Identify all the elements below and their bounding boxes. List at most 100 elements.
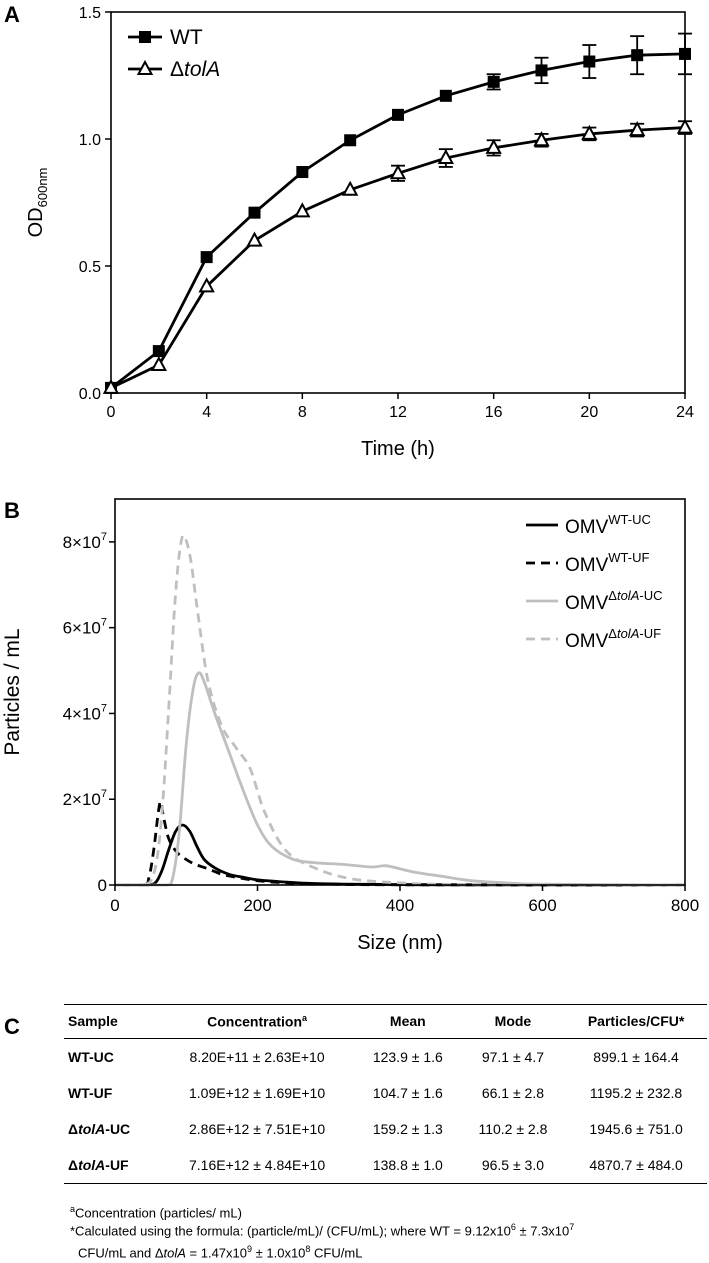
cell-concentration: 1.09E+12 ± 1.69E+10 [189, 1084, 326, 1101]
results-table: Sample Concentrationa Mean Mode Particle… [64, 1004, 707, 1184]
y-axis-label: OD600nm [25, 168, 50, 238]
y-axis-label-main: OD [25, 207, 47, 237]
footnote-exp: 9 [247, 1244, 253, 1255]
cell-sample: ΔtolA-UC [64, 1111, 159, 1147]
footnote-star: *Calculated using the formula: (particle… [70, 1218, 574, 1263]
y-axis-label: Particles / mL [1, 628, 24, 755]
table-row: ΔtolA-UF 7.16E+12 ± 4.84E+10 138.8 ± 1.0 96… [64, 1146, 707, 1184]
data-point [583, 55, 596, 68]
y-tick-label: 0.0 [79, 386, 101, 403]
panel-label-c: C [4, 1014, 20, 1039]
cell-sample: WT-UC [64, 1038, 159, 1075]
cell-concentration: 2.86E+12 ± 7.51E+10 [189, 1120, 326, 1137]
y-tick-label: 1.5 [79, 5, 101, 22]
legend-label-sup-rest: -UC [639, 588, 662, 603]
footnote-a-marker: a [70, 1204, 76, 1214]
x-tick-label: 8 [298, 404, 307, 421]
cell-particles-cfu: 1195.2 ± 232.8 [589, 1084, 683, 1101]
sample-prefix: Δ [68, 1120, 79, 1137]
legend-label-sup-italic: tolA [617, 626, 639, 641]
data-point [200, 251, 213, 264]
y-tick-label: 0 [98, 876, 107, 895]
sample-text: -UF [105, 1156, 129, 1173]
cell-mean: 104.7 ± 1.6 [372, 1084, 443, 1101]
data-point [676, 118, 694, 134]
footnote-text: = 1.47x10 [185, 1245, 247, 1261]
cell-mean: 159.2 ± 1.3 [372, 1120, 443, 1137]
x-tick-label: 0 [107, 404, 116, 421]
footnote-text: ± 7.3x10 [515, 1223, 570, 1239]
series-line-1 [115, 823, 686, 887]
table-body: WT-UC 8.20E+11 ± 2.63E+10 123.9 ± 1.6 97.1 … [64, 1038, 707, 1184]
legend-label-base: OMV [565, 517, 609, 538]
data-point [392, 108, 404, 121]
y-tick-mantissa: 6×10 [63, 619, 101, 638]
y-tick-exponent: 7 [101, 617, 107, 629]
header-mean: Mean [354, 1004, 461, 1039]
legend-label: WT [170, 26, 203, 49]
cell-mode: 97.1 ± 4.7 [481, 1048, 545, 1065]
y-tick-label: 0.5 [79, 259, 101, 276]
data-point [439, 89, 452, 102]
legend-label: OMVΔtolA-UF [565, 626, 661, 652]
data-point [294, 202, 311, 218]
legend-marker [136, 59, 154, 75]
data-point [533, 131, 550, 147]
footnote-text: CFU/mL and Δ [78, 1245, 164, 1261]
y-tick-label: 6×107 [63, 617, 107, 638]
legend-label-sup: Δ [608, 626, 617, 641]
sample-italic: tolA [78, 1120, 106, 1137]
cell-mean: 123.9 ± 1.6 [372, 1048, 443, 1065]
footnote-exp: 7 [569, 1222, 575, 1232]
panel-label-b: B [4, 498, 20, 523]
x-tick-label: 24 [676, 404, 694, 421]
data-point [389, 164, 407, 180]
cell-sample: WT-UF [64, 1075, 159, 1111]
footnote-text: ± 1.0x10 [252, 1245, 306, 1261]
x-tick-label: 20 [580, 404, 598, 421]
footnote-text: *Calculated using the formula: (particle… [70, 1223, 511, 1239]
data-point [581, 124, 598, 140]
x-tick-label: 16 [485, 404, 503, 421]
data-point [296, 166, 309, 179]
header-particles-cfu: Particles/CFU* [565, 1004, 707, 1039]
legend-label: OMVWT-UF [565, 550, 649, 576]
y-tick-exponent: 7 [101, 702, 107, 714]
data-point [341, 180, 359, 196]
series-line [110, 52, 686, 390]
data-point [152, 345, 165, 358]
legend-label: OMVΔtolA-UC [565, 588, 662, 614]
cell-concentration: 8.20E+11 ± 2.63E+10 [189, 1048, 325, 1065]
header-sample: Sample [64, 1004, 160, 1039]
legend-label-sup: Δ [608, 588, 617, 603]
sample-prefix: Δ [68, 1156, 79, 1173]
series-line-4 [115, 534, 686, 887]
y-tick-label: 2×107 [63, 788, 107, 809]
header-concentration: Concentrationa [159, 1004, 355, 1039]
x-tick-label: 12 [389, 404, 407, 421]
growth-curve-chart: 0 4 8 12 16 20 24 0.0 0.5 1.0 1.5 Time (h) OD600nm WT… [25, 5, 694, 460]
legend: WT ΔtolA [128, 26, 220, 81]
header-mode: Mode [460, 1004, 566, 1039]
sample-text: -UC [105, 1120, 131, 1137]
x-axis-label: Time (h) [361, 438, 435, 460]
sample-text: WT-UF [68, 1084, 113, 1101]
legend-label-sup: WT-UC [608, 512, 651, 527]
header-concentration-text: Concentration [207, 1013, 303, 1030]
x-tick-label: 0 [110, 896, 119, 915]
sample-italic: tolA [78, 1156, 106, 1173]
y-tick-mantissa: 2×10 [63, 790, 101, 809]
data-point [344, 134, 357, 147]
cell-mode: 110.2 ± 2.8 [478, 1120, 548, 1137]
panel-label-a: A [4, 2, 20, 27]
cell-particles-cfu: 4870.7 ± 484.0 [565, 1146, 707, 1184]
footnote-a-text: Concentration (particles/ mL) [75, 1205, 242, 1221]
cell-particles-cfu: 1945.6 ± 751.0 [589, 1120, 683, 1137]
legend-label-base: OMV [565, 555, 609, 576]
y-tick-mantissa: 4×10 [63, 704, 101, 723]
footnote-star-line1: *Calculated using the formula: (particle… [70, 1218, 574, 1240]
series-line-2 [115, 799, 686, 887]
table-row: ΔtolA-UC 2.86E+12 ± 7.51E+10 159.2 ± 1.3 11… [64, 1111, 707, 1147]
legend-label-sup: WT-UF [608, 550, 649, 565]
